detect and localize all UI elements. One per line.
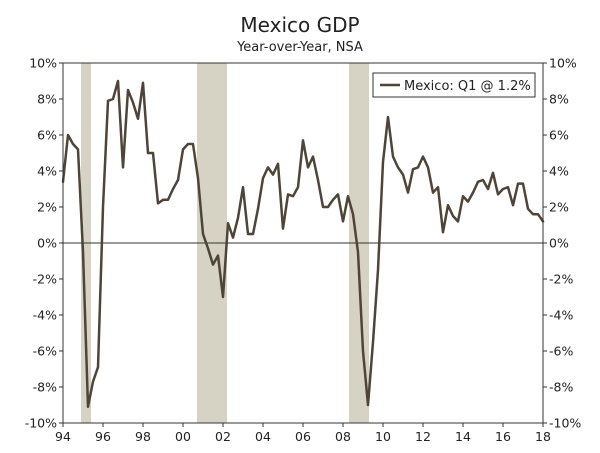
y-tick-label-right: 4% [549, 164, 569, 179]
x-tick-label: 12 [415, 429, 431, 444]
x-tick-label: 10 [375, 429, 391, 444]
chart-title: Mexico GDP [240, 13, 359, 37]
y-tick-label-right: -6% [549, 344, 573, 359]
x-tick-label: 98 [135, 429, 151, 444]
y-tick-label-left: 0% [37, 236, 57, 251]
y-axis-right: 10% 8% 6% 4% 2% 0% -2% -4% -6% -8% -10% [543, 56, 581, 431]
y-tick-label-left: -2% [33, 272, 57, 287]
y-tick-label-right: -4% [549, 308, 573, 323]
y-tick-label-right: -8% [549, 380, 573, 395]
y-tick-label-right: 2% [549, 200, 569, 215]
y-tick-label-left: -4% [33, 308, 57, 323]
x-tick-label: 18 [535, 429, 551, 444]
y-tick-label-left: 4% [37, 164, 57, 179]
y-tick-label-right: 0% [549, 236, 569, 251]
y-tick-label-right: 8% [549, 92, 569, 107]
x-tick-label: 08 [335, 429, 351, 444]
y-axis-left: 10% 8% 6% 4% 2% 0% -2% -4% -6% -8% -10% [25, 56, 63, 431]
legend: Mexico: Q1 @ 1.2% [372, 72, 536, 98]
y-tick-label-left: -6% [33, 344, 57, 359]
y-tick-label-right: 10% [549, 56, 577, 71]
x-tick-label: 04 [255, 429, 271, 444]
x-tick-label: 02 [215, 429, 231, 444]
y-tick-label-left: -8% [33, 380, 57, 395]
x-tick-label: 96 [95, 429, 111, 444]
x-tick-label: 16 [495, 429, 511, 444]
x-axis: 94 96 98 00 02 04 06 08 10 12 14 16 18 [55, 423, 551, 444]
y-tick-label-left: -10% [25, 416, 57, 431]
x-tick-label: 06 [295, 429, 311, 444]
x-tick-label: 14 [455, 429, 471, 444]
chart-subtitle: Year-over-Year, NSA [236, 40, 363, 55]
legend-label: Mexico: Q1 @ 1.2% [404, 79, 531, 94]
y-tick-label-left: 6% [37, 128, 57, 143]
y-tick-label-left: 8% [37, 92, 57, 107]
series-line-mexico [61, 79, 545, 409]
y-tick-label-right: -2% [549, 272, 573, 287]
y-tick-label-left: 10% [29, 56, 57, 71]
series-group [61, 79, 545, 409]
y-tick-label-right: 6% [549, 128, 569, 143]
x-tick-label: 94 [55, 429, 71, 444]
y-tick-label-left: 2% [37, 200, 57, 215]
x-tick-label: 00 [175, 429, 191, 444]
y-tick-label-right: -10% [549, 416, 581, 431]
